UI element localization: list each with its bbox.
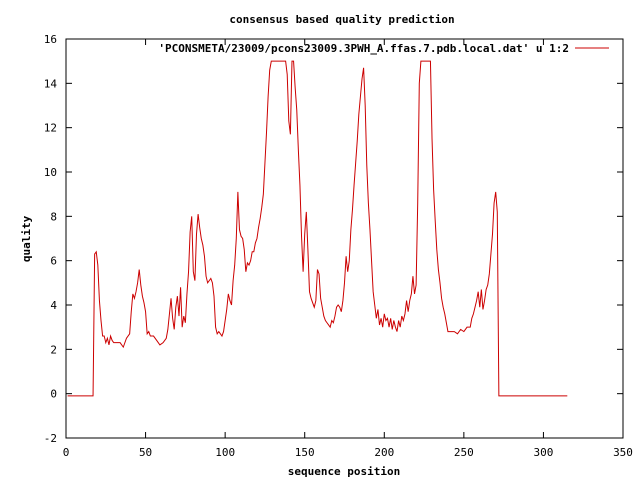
plot-area-border [65, 38, 624, 439]
y-tick-label: 2 [50, 343, 57, 356]
series-group [67, 60, 568, 397]
x-tick-label: 300 [533, 446, 553, 459]
chart-title: consensus based quality prediction [229, 13, 454, 26]
series-line [67, 60, 568, 397]
legend: 'PCONSMETA/23009/pcons23009.3PWH_A.ffas.… [158, 42, 609, 55]
x-tick-label: 250 [454, 446, 474, 459]
y-tick-label: 6 [50, 255, 57, 268]
x-axis-label: sequence position [288, 465, 401, 478]
y-tick-label: 16 [44, 33, 57, 46]
x-tick-label: 150 [295, 446, 315, 459]
y-axis: -2 0 2 4 6 8 10 12 14 16 [44, 33, 623, 445]
y-tick-label: -2 [44, 432, 57, 445]
y-tick-label: 0 [50, 388, 57, 401]
x-tick-label: 0 [63, 446, 70, 459]
x-axis: 0 50 100 150 200 250 300 350 [63, 39, 633, 459]
x-tick-label: 50 [139, 446, 152, 459]
y-tick-label: 10 [44, 166, 57, 179]
y-tick-label: 12 [44, 122, 57, 135]
y-tick-label: 8 [50, 210, 57, 223]
y-tick-label: 4 [50, 299, 57, 312]
y-tick-label: 14 [44, 77, 58, 90]
legend-label: 'PCONSMETA/23009/pcons23009.3PWH_A.ffas.… [158, 42, 569, 55]
x-tick-label: 100 [215, 446, 235, 459]
x-tick-label: 200 [374, 446, 394, 459]
x-tick-label: 350 [613, 446, 633, 459]
y-axis-label: quality [20, 215, 33, 262]
